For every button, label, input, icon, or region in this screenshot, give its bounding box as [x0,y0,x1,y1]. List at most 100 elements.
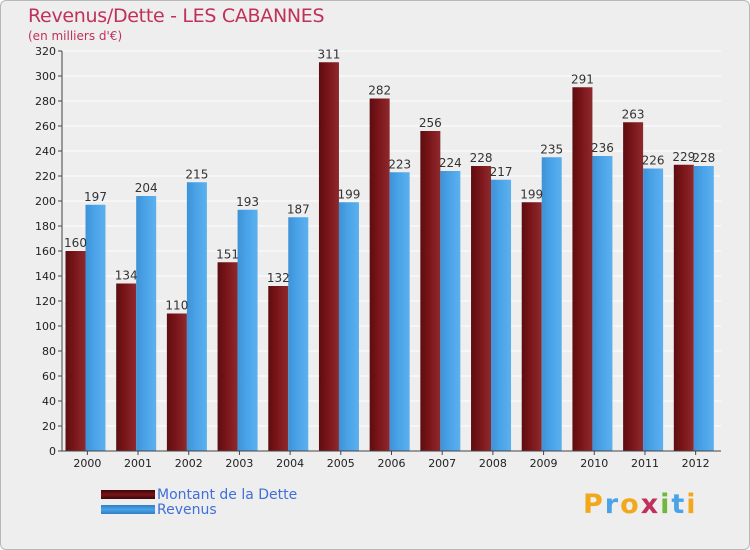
logo-letter: P [583,489,605,520]
bar-debt-2009 [521,202,542,451]
bar-revenue-2000 [85,204,106,451]
bar-revenue-2009 [541,157,562,451]
y-tick-label: 180 [35,220,56,233]
bar-revenue-2003 [237,209,258,451]
legend-label-revenue: Revenus [157,501,217,518]
y-tick-label: 260 [35,120,56,133]
y-tick-label: 60 [42,370,56,383]
data-label-revenue-2010: 236 [591,141,614,155]
logo-letter: o [620,489,641,520]
data-label-debt-2006: 282 [368,84,391,98]
x-tick-label-2004: 2004 [276,457,304,470]
logo-letter: i [686,489,698,520]
bar-debt-2000 [65,251,86,451]
bar-debt-2007 [420,131,441,451]
data-label-revenue-2007: 224 [439,156,462,170]
bar-revenue-2007 [440,171,461,451]
data-label-debt-2002: 110 [165,299,188,313]
y-tick-label: 240 [35,145,56,158]
bar-revenue-2011 [643,168,664,451]
data-label-debt-2010: 291 [571,72,594,86]
x-tick-label-2007: 2007 [428,457,456,470]
x-tick-label-2008: 2008 [479,457,507,470]
data-label-revenue-2011: 226 [642,154,665,168]
bar-revenue-2005 [338,202,359,451]
legend-item-debt: Montant de la Dette [101,487,297,503]
bar-revenue-2006 [389,172,410,451]
data-label-debt-2011: 263 [622,107,645,121]
data-label-revenue-2000: 197 [84,190,107,204]
y-tick-label: 280 [35,95,56,108]
y-tick-label: 0 [49,445,56,458]
proxiti-logo: Proxiti [583,489,698,520]
data-label-debt-2001: 134 [115,269,138,283]
data-label-debt-2005: 311 [318,47,341,61]
axes: 0 20 40 60 80 100 120 140 160 180 200 220 240 260 280 3… [35,45,721,470]
logo-letter: i [660,489,672,520]
bar-debt-2005 [318,62,339,451]
data-label-revenue-2002: 215 [185,167,208,181]
x-tick-label-2001: 2001 [124,457,152,470]
logo-letter: r [604,489,621,520]
y-tick-label: 40 [42,395,56,408]
bar-revenue-2001 [136,196,157,451]
data-label-debt-2007: 256 [419,116,442,130]
y-tick-label: 220 [35,170,56,183]
legend: Montant de la Dette Revenus [101,487,297,518]
x-tick-label-2009: 2009 [530,457,558,470]
chart-title: Revenus/Dette - LES CABANNES [28,5,325,27]
data-label-debt-2003: 151 [216,247,239,261]
data-labels: 160 197 134 204 110 215 151 193 132 187 311 199 282 2… [64,47,715,312]
data-label-debt-2004: 132 [267,271,290,285]
x-tick-label-2011: 2011 [631,457,659,470]
data-label-revenue-2005: 199 [338,187,361,201]
bar-debt-2010 [572,87,593,451]
y-tick-label: 200 [35,195,56,208]
y-tick-label: 160 [35,245,56,258]
bar-debt-2004 [268,286,289,451]
y-tick-label: 300 [35,70,56,83]
bar-debt-2002 [166,313,187,451]
x-tick-label-2010: 2010 [580,457,608,470]
bar-revenue-2010 [592,156,613,451]
y-tick-label: 20 [42,420,56,433]
y-tick-label: 100 [35,320,56,333]
bar-revenue-2008 [491,179,512,451]
data-label-revenue-2009: 235 [540,142,563,156]
legend-swatch-debt [101,490,155,499]
bar-revenue-2012 [693,166,714,451]
x-tick-label-2005: 2005 [327,457,355,470]
x-tick-label-2012: 2012 [682,457,710,470]
logo-letter: x [640,489,661,520]
chart-subtitle: (en milliers d'€) [28,29,123,43]
y-tick-label: 320 [35,45,56,58]
data-label-debt-2008: 228 [470,151,493,165]
bar-revenue-2002 [186,182,207,451]
x-tick-label-2003: 2003 [225,457,253,470]
x-tick-label-2000: 2000 [73,457,101,470]
data-label-revenue-2012: 228 [692,151,715,165]
data-label-debt-2000: 160 [64,236,87,250]
legend-item-revenue: Revenus [101,501,297,518]
x-tick-label-2006: 2006 [378,457,406,470]
data-label-debt-2012: 229 [672,150,695,164]
bar-debt-2006 [369,98,390,451]
bar-debt-2008 [471,166,492,451]
data-label-revenue-2006: 223 [388,157,411,171]
data-label-revenue-2004: 187 [287,202,310,216]
legend-swatch-revenue [101,505,155,514]
bar-revenue-2004 [288,217,309,451]
bar-debt-2001 [116,283,137,451]
y-tick-label: 80 [42,345,56,358]
bar-debt-2012 [673,164,694,451]
y-tick-label: 140 [35,270,56,283]
data-label-debt-2009: 199 [520,187,543,201]
x-tick-label-2002: 2002 [175,457,203,470]
data-label-revenue-2001: 204 [135,181,158,195]
data-label-revenue-2003: 193 [236,195,259,209]
y-tick-label: 120 [35,295,56,308]
bars [65,62,714,451]
logo-letter: t [671,489,687,520]
